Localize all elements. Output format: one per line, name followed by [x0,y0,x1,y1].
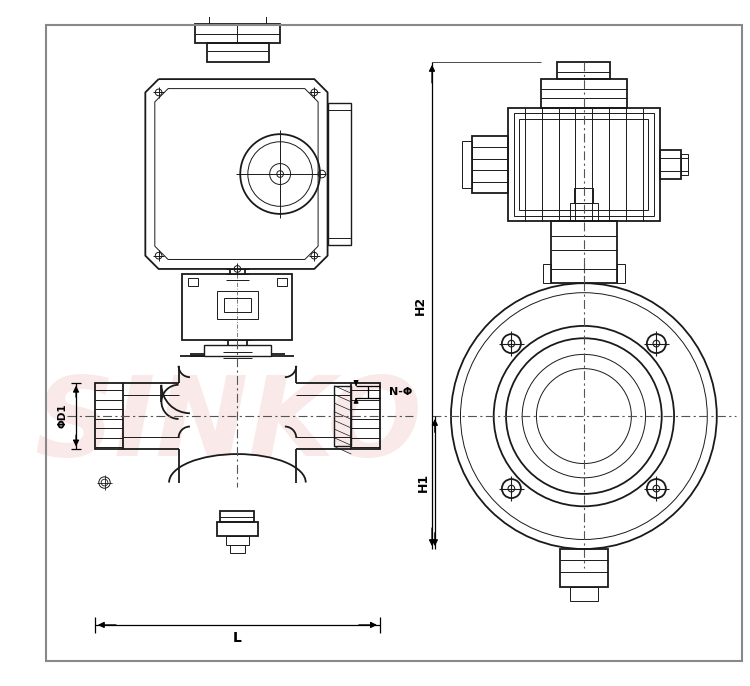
Text: SINKO: SINKO [34,372,422,479]
Text: ΦD1: ΦD1 [58,404,68,428]
Text: N-Φ: N-Φ [389,387,412,397]
Bar [543,264,550,283]
Bar [195,24,280,43]
Bar [328,103,351,245]
Bar [224,298,251,311]
Bar [463,141,472,188]
Bar [182,274,292,340]
Bar [660,150,681,179]
Bar [574,188,593,202]
Bar [560,549,608,587]
Bar [217,523,258,536]
Bar [617,264,625,283]
Text: H2: H2 [414,296,427,315]
Bar [204,345,271,356]
Bar [570,587,598,601]
Bar [570,202,598,222]
Text: L: L [233,631,242,646]
Bar [220,511,254,523]
Bar [508,108,660,222]
Bar [472,136,508,193]
Bar [230,545,245,553]
Bar [226,536,249,545]
Bar [207,43,268,62]
Bar [542,79,626,108]
Bar [188,279,197,286]
Bar [681,154,688,175]
Bar [95,383,124,449]
Bar [557,62,610,79]
Bar [217,291,258,319]
Text: H1: H1 [417,473,430,492]
Bar [334,386,351,447]
Bar [514,113,654,216]
Bar [278,279,286,286]
Bar [519,119,649,210]
Bar [351,383,380,449]
Bar [550,222,617,283]
Bar [209,14,266,24]
